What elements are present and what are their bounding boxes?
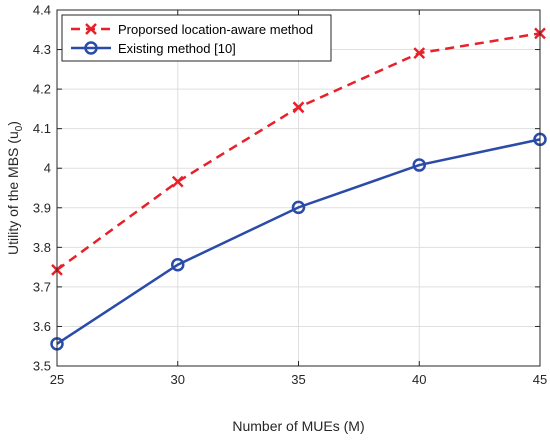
y-tick-label: 4.2 [33,82,51,97]
x-marker-stroke [171,175,184,188]
legend-marker-shape [85,23,97,35]
data-point [171,175,184,188]
y-axis-label-main: Utility of the MBS (u [5,131,21,255]
y-tick-label: 3.9 [33,200,51,215]
legend-label-proposed: Proporsed location-aware method [118,22,313,37]
y-tick-label: 3.5 [33,359,51,374]
y-tick-labels: 3.5 3.6 3.7 3.8 3.9 4 4.1 4.2 4.3 4.4 [33,3,51,374]
x-marker-stroke [413,47,426,59]
data-point [292,101,305,114]
x-tick-label: 35 [291,372,305,387]
tick-marks [56,9,541,367]
x-tick-labels: 25 30 35 40 45 [50,372,547,387]
y-axis-label-suffix: ) [5,121,21,126]
data-point [171,257,185,272]
legend-box [61,14,332,62]
data-point [291,200,306,215]
x-tick-label: 45 [533,372,547,387]
legend-marker-proposed [85,23,97,35]
legend-marker-shape [84,41,98,55]
y-tick-label: 3.7 [33,279,51,294]
legend-marker-existing [84,41,98,55]
x-axis-label: Number of MUEs (M) [232,418,364,434]
y-axis-label: Utility of the MBS (u0) [5,121,25,255]
x-marker-stroke [85,23,97,35]
data-point [412,158,426,172]
x-marker-stroke [292,101,305,114]
legend: Proporsed location-aware method Existing… [61,14,332,62]
y-tick-label: 3.8 [33,240,51,255]
y-tick-label: 4.1 [33,121,51,136]
y-tick-label: 4 [44,161,51,176]
series-line-1 [56,138,541,345]
x-tick-label: 25 [50,372,64,387]
y-tick-label: 3.6 [33,319,51,334]
data-point [413,47,426,59]
x-tick-label: 30 [171,372,185,387]
x-tick-label: 40 [412,372,426,387]
legend-label-existing: Existing method [10] [118,41,236,56]
y-tick-label: 4.4 [33,3,51,18]
y-tick-label: 4.3 [33,42,51,57]
y-axis-label-subscript: 0 [14,125,25,131]
